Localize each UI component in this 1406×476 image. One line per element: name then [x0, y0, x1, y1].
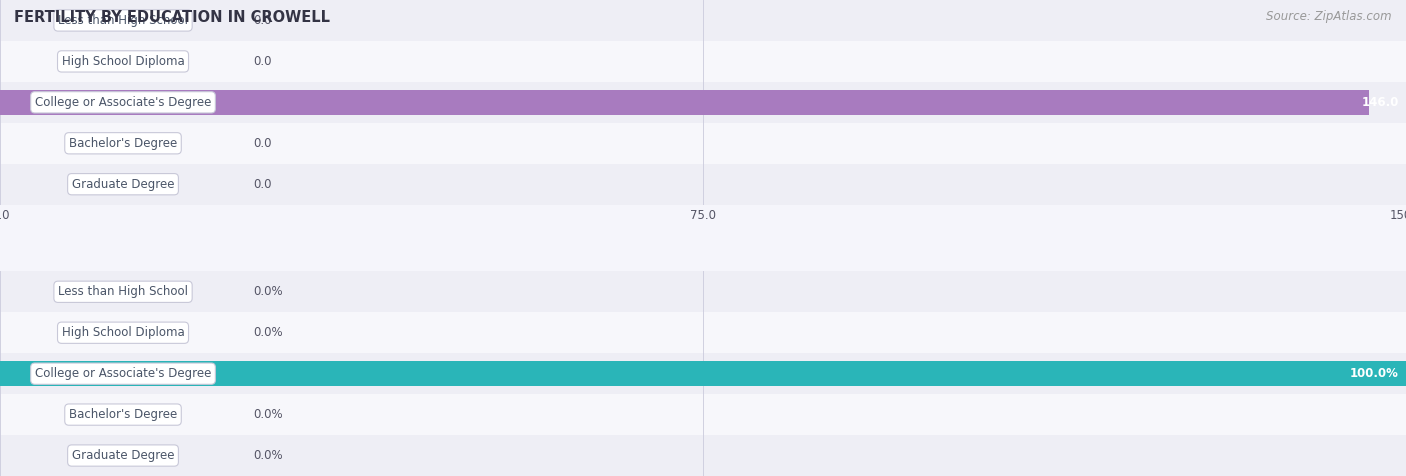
Bar — [0, 82, 1406, 123]
Bar — [0, 41, 1406, 82]
Bar — [0, 361, 1406, 386]
Text: Source: ZipAtlas.com: Source: ZipAtlas.com — [1267, 10, 1392, 22]
Text: Bachelor's Degree: Bachelor's Degree — [69, 137, 177, 150]
Text: 0.0: 0.0 — [253, 137, 271, 150]
Text: 0.0%: 0.0% — [253, 326, 283, 339]
Text: 0.0: 0.0 — [253, 178, 271, 191]
Text: College or Associate's Degree: College or Associate's Degree — [35, 367, 211, 380]
Bar — [0, 90, 1368, 115]
Text: FERTILITY BY EDUCATION IN CROWELL: FERTILITY BY EDUCATION IN CROWELL — [14, 10, 330, 25]
Bar — [0, 435, 1406, 476]
Text: 0.0: 0.0 — [253, 14, 271, 27]
Text: High School Diploma: High School Diploma — [62, 326, 184, 339]
Text: Graduate Degree: Graduate Degree — [72, 449, 174, 462]
Bar — [0, 164, 1406, 205]
Bar — [0, 394, 1406, 435]
Text: Less than High School: Less than High School — [58, 285, 188, 298]
Bar — [0, 271, 1406, 312]
Text: 0.0%: 0.0% — [253, 285, 283, 298]
Text: 0.0%: 0.0% — [253, 408, 283, 421]
Bar — [0, 312, 1406, 353]
Text: 0.0%: 0.0% — [253, 449, 283, 462]
Text: Less than High School: Less than High School — [58, 14, 188, 27]
Bar — [0, 0, 1406, 41]
Bar — [0, 123, 1406, 164]
Text: Bachelor's Degree: Bachelor's Degree — [69, 408, 177, 421]
Text: High School Diploma: High School Diploma — [62, 55, 184, 68]
Text: Graduate Degree: Graduate Degree — [72, 178, 174, 191]
Text: College or Associate's Degree: College or Associate's Degree — [35, 96, 211, 109]
Bar — [0, 353, 1406, 394]
Text: 146.0: 146.0 — [1361, 96, 1399, 109]
Text: 100.0%: 100.0% — [1350, 367, 1399, 380]
Text: 0.0: 0.0 — [253, 55, 271, 68]
